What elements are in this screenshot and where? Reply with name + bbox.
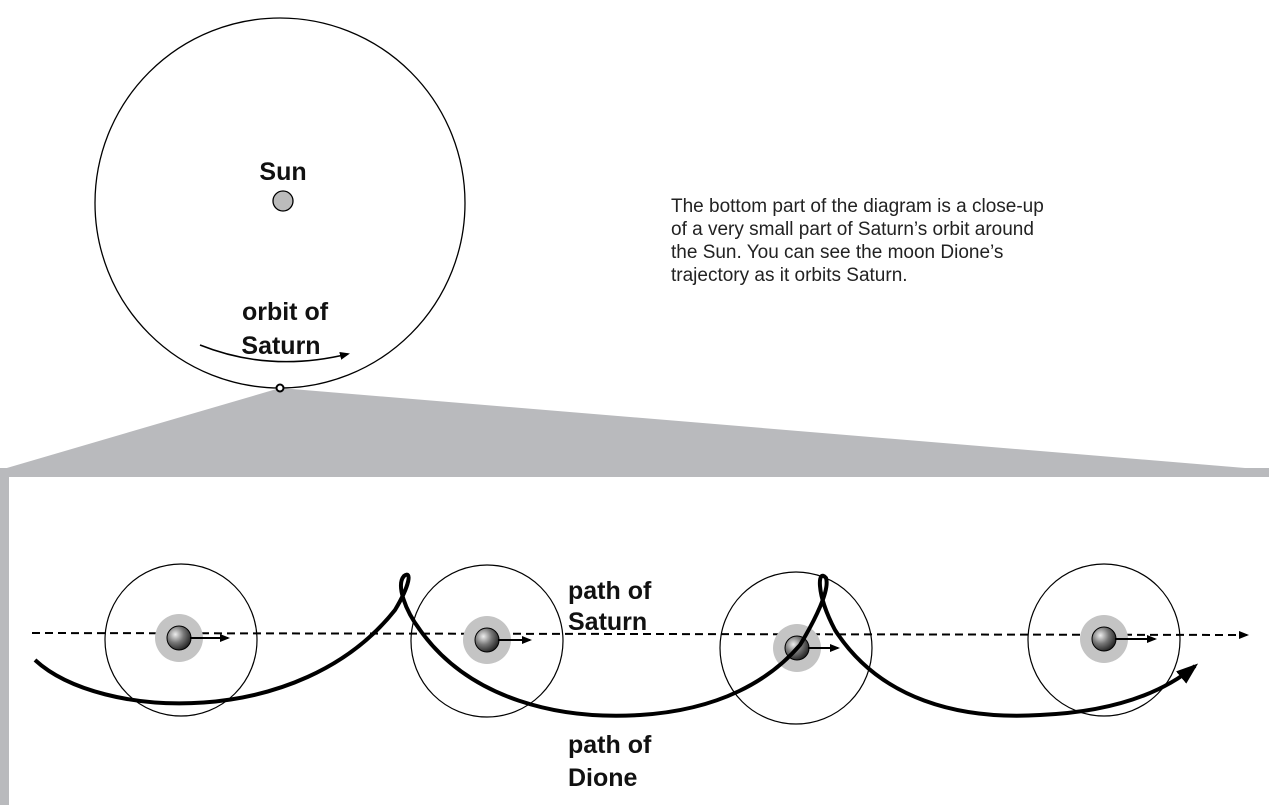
planet [475,628,499,652]
page: Sun orbit of Saturn The bottom part of t… [0,0,1269,805]
planet [1092,627,1116,651]
dione-path-label: path of [568,731,652,759]
dione-path-label: Dione [568,764,638,792]
sun-label: Sun [259,158,306,186]
sun [273,191,293,211]
saturn-position [277,385,284,392]
orbit-label: Saturn [241,332,320,360]
zoom-wedge [0,388,1269,470]
saturn-path-label: Saturn [568,608,647,636]
saturn-path-label: path of [568,577,652,605]
description-line: The bottom part of the diagram is a clos… [671,196,1044,217]
planet [167,626,191,650]
description-line: of a very small part of Saturn’s orbit a… [671,219,1034,240]
description-line: the Sun. You can see the moon Dione’s [671,242,1003,263]
diagram: Sun orbit of Saturn The bottom part of t… [0,0,1269,805]
description-line: trajectory as it orbits Saturn. [671,265,908,286]
orbit-label: orbit of [242,298,329,326]
